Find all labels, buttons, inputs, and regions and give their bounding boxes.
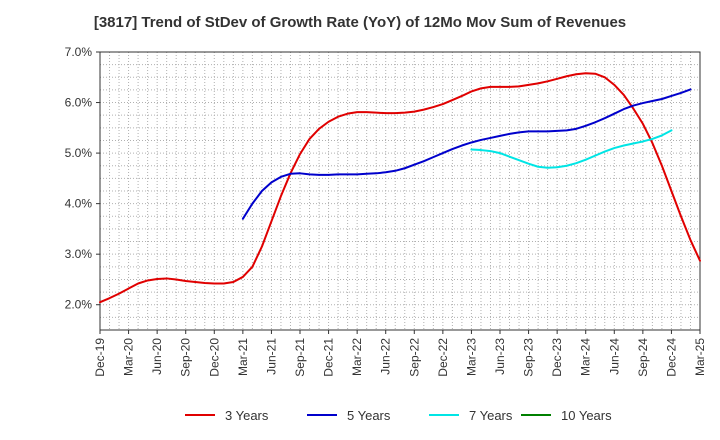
x-tick-label: Mar-20 [122, 338, 136, 376]
x-tick-label: Sep-23 [522, 338, 536, 377]
x-tick-label: Mar-22 [350, 338, 364, 376]
x-tick-label: Mar-23 [464, 338, 478, 376]
x-tick-label: Sep-24 [636, 338, 650, 377]
series-layer [99, 72, 701, 304]
y-tick-label: 3.0% [65, 247, 93, 261]
x-tick-label: Dec-22 [436, 338, 450, 377]
y-tick-label: 2.0% [65, 298, 93, 312]
y-tick-label: 6.0% [65, 96, 93, 110]
x-tick-label: Jun-21 [264, 338, 278, 375]
series-line-7-years [470, 129, 673, 169]
legend-label: 10 Years [561, 408, 612, 423]
x-tick-label: Sep-21 [293, 338, 307, 377]
axis-layer: 2.0% 3.0% 4.0% 5.0% 6.0% 7.0% Dec-19 Mar-20 Jun-… [65, 45, 707, 377]
x-tick-label: Mar-24 [579, 338, 593, 376]
series-line-3-years [99, 72, 701, 304]
x-tick-label: Dec-19 [93, 338, 107, 377]
x-tick-label: Mar-21 [236, 338, 250, 376]
legend-label: 5 Years [347, 408, 391, 423]
x-tick-label: Sep-22 [407, 338, 421, 377]
y-tick-label: 4.0% [65, 197, 93, 211]
series-line-5-years [241, 88, 692, 220]
grid-layer [100, 52, 700, 330]
chart-title: [3817] Trend of StDev of Growth Rate (Yo… [93, 14, 627, 31]
legend-label: 7 Years [469, 408, 513, 423]
x-tick-label: Dec-23 [550, 338, 564, 377]
x-tick-label: Dec-24 [664, 338, 678, 377]
x-tick-label: Mar-25 [693, 338, 707, 376]
x-tick-label: Sep-20 [179, 338, 193, 377]
x-tick-label: Jun-20 [150, 338, 164, 375]
x-tick-label: Jun-23 [493, 338, 507, 375]
plot-frame [99, 51, 701, 331]
legend-label: 3 Years [225, 408, 269, 423]
legend: 3 Years 5 Years 7 Years 10 Years [185, 408, 612, 423]
x-tick-label: Jun-22 [379, 338, 393, 375]
x-tick-label: Jun-24 [607, 338, 621, 375]
y-tick-label: 7.0% [65, 45, 93, 59]
y-tick-label: 5.0% [65, 146, 93, 160]
x-tick-label: Dec-21 [322, 338, 336, 377]
x-tick-label: Dec-20 [207, 338, 221, 377]
